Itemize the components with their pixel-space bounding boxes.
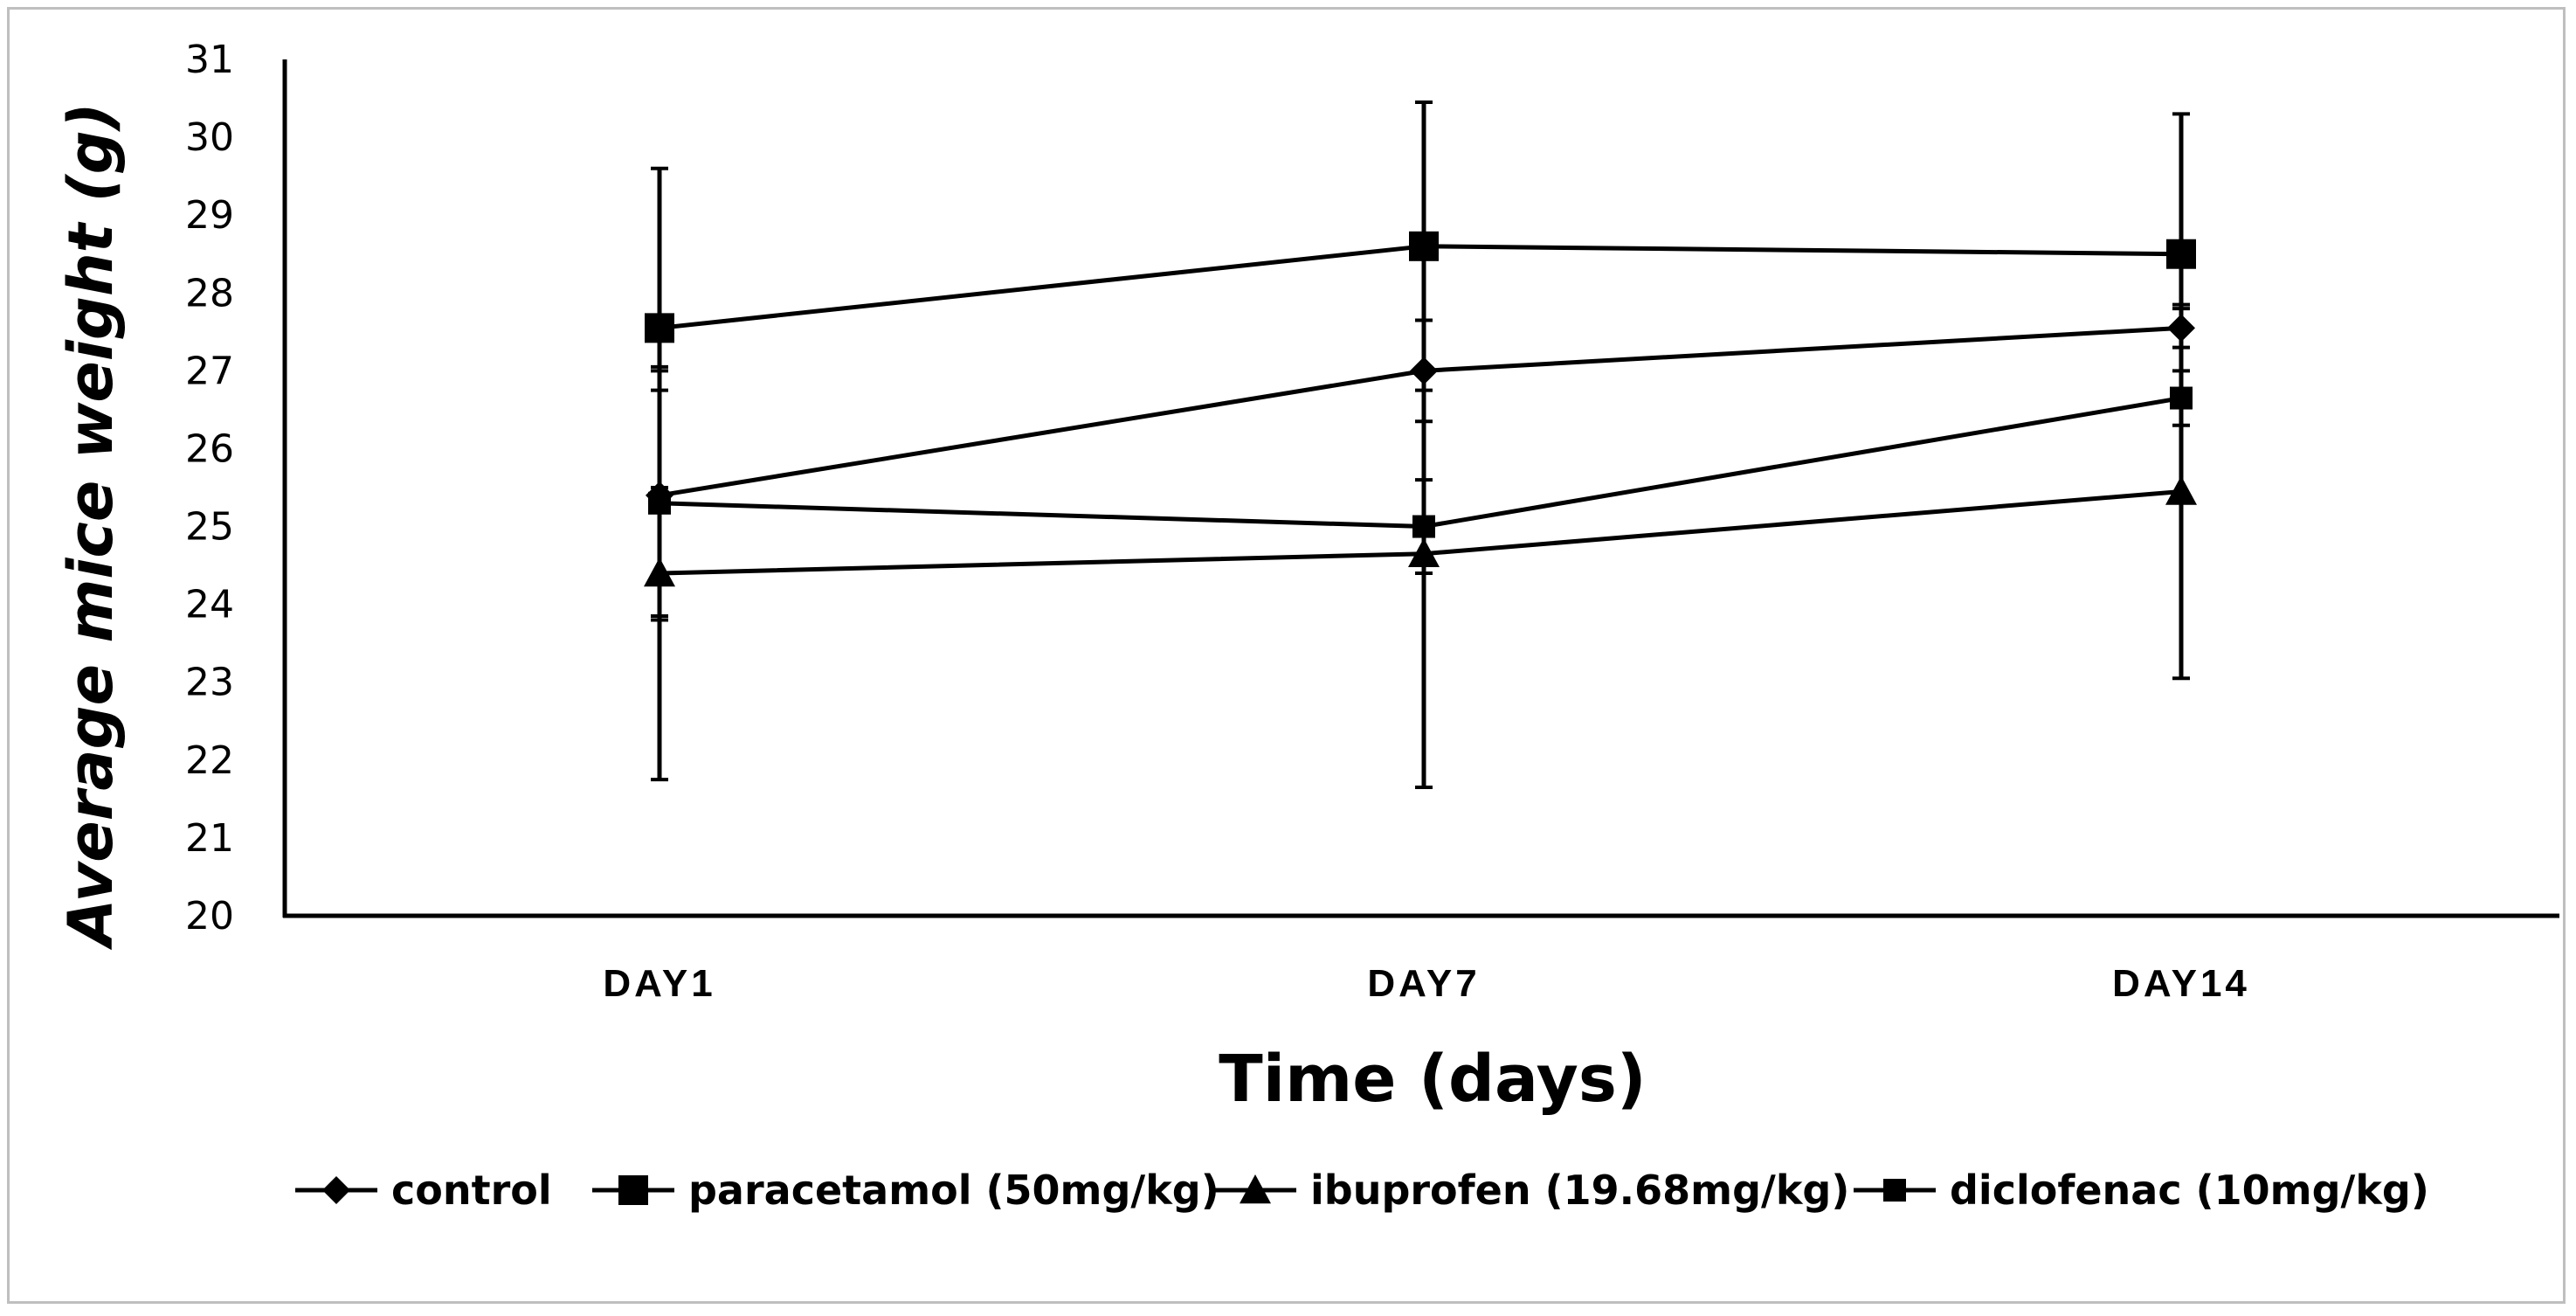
- data-point: [1409, 231, 1439, 261]
- legend-marker: [322, 1176, 350, 1204]
- data-point: [644, 558, 675, 587]
- legend-label: control: [391, 1167, 552, 1214]
- legend: control paracetamol (50mg/kg) ibuprofen (1…: [295, 1167, 2429, 1214]
- data-point: [2165, 475, 2197, 505]
- y-tick-label: 26: [185, 426, 234, 471]
- y-tick-label: 22: [185, 738, 234, 783]
- y-tick-label: 20: [185, 894, 234, 939]
- x-tick-label: DAY1: [603, 962, 715, 1005]
- x-tick-label: DAY14: [2112, 962, 2250, 1005]
- data-point: [2170, 386, 2193, 410]
- y-tick-label: 21: [185, 816, 234, 861]
- x-axis-title: Time (days): [1219, 1042, 1646, 1117]
- x-tick-label: DAY7: [1367, 962, 1480, 1005]
- legend-marker: [1883, 1179, 1906, 1202]
- legend-label: paracetamol (50mg/kg): [688, 1167, 1219, 1214]
- legend-marker: [1240, 1174, 1271, 1204]
- data-point: [2166, 239, 2196, 269]
- y-tick-label: 29: [185, 193, 234, 238]
- data-point: [1412, 515, 1435, 538]
- series-line: [659, 396, 2182, 530]
- plot-area: 20 21 22 23 24 25 26 27 28 29 30 31 DAY1 DAY7 DAY14: [185, 38, 2559, 1005]
- y-tick-label: 24: [185, 583, 234, 627]
- legend-marker: [618, 1175, 648, 1205]
- legend-label: diclofenac (10mg/kg): [1950, 1167, 2429, 1214]
- y-tick-label: 25: [185, 505, 234, 550]
- legend-label: ibuprofen (19.68mg/kg): [1310, 1167, 1849, 1214]
- data-point: [648, 491, 671, 515]
- y-tick-label: 30: [185, 115, 234, 160]
- y-tick-label: 31: [185, 38, 234, 82]
- chart-frame: [7, 7, 2566, 1304]
- y-tick-label: 23: [185, 661, 234, 705]
- y-tick-label: 27: [185, 349, 234, 393]
- series-line: [659, 325, 2182, 498]
- y-axis-title: Average mice weight (g): [55, 102, 127, 950]
- y-tick-label: 28: [185, 271, 234, 315]
- data-point: [645, 313, 674, 343]
- data-point: [2167, 314, 2195, 343]
- data-point: [1410, 357, 1438, 385]
- data-point: [1408, 537, 1440, 568]
